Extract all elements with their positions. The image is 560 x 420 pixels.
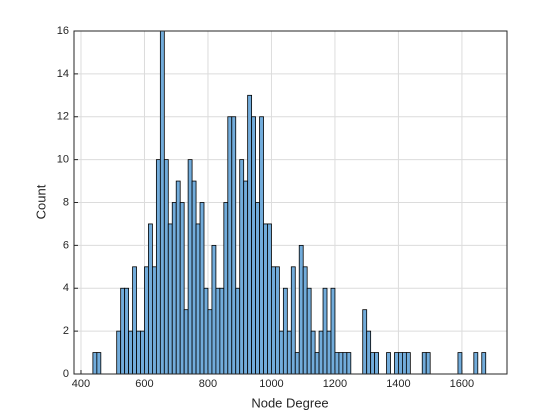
y-tick-label: 0 bbox=[63, 368, 69, 380]
bar bbox=[366, 330, 372, 375]
x-tick-label: 1600 bbox=[450, 378, 474, 390]
bar bbox=[152, 266, 157, 375]
x-tick-label: 600 bbox=[135, 378, 153, 390]
bar bbox=[278, 330, 284, 375]
y-tick-label: 12 bbox=[57, 111, 69, 123]
bar bbox=[136, 330, 141, 375]
y-tick-label: 10 bbox=[57, 154, 69, 166]
x-tick-label: 800 bbox=[199, 378, 217, 390]
bar bbox=[306, 287, 312, 375]
bar bbox=[120, 287, 126, 375]
y-tick-label: 4 bbox=[63, 282, 69, 294]
bar bbox=[405, 352, 411, 375]
bar bbox=[235, 287, 241, 375]
bar bbox=[457, 352, 463, 375]
bar bbox=[144, 266, 149, 375]
bar bbox=[473, 352, 479, 375]
bar bbox=[215, 287, 221, 375]
y-tick-label: 2 bbox=[63, 325, 69, 337]
bar bbox=[247, 94, 253, 375]
y-tick-label: 16 bbox=[57, 25, 69, 37]
bar bbox=[374, 352, 379, 375]
bar bbox=[167, 223, 173, 375]
bar bbox=[179, 202, 185, 375]
bar bbox=[183, 309, 189, 375]
bar bbox=[191, 180, 197, 375]
bar bbox=[211, 244, 217, 375]
bar bbox=[243, 180, 249, 375]
bar bbox=[132, 266, 137, 375]
grid bbox=[74, 30, 507, 375]
bar bbox=[116, 330, 122, 375]
x-tick-label: 1400 bbox=[386, 378, 410, 390]
bar bbox=[425, 352, 431, 375]
y-tick-label: 6 bbox=[63, 239, 69, 251]
bar bbox=[286, 330, 292, 375]
bar bbox=[346, 352, 352, 375]
y-tick-label: 8 bbox=[63, 196, 69, 208]
bar bbox=[155, 159, 161, 375]
bar bbox=[259, 116, 264, 375]
x-tick-label: 1000 bbox=[259, 378, 283, 390]
bar bbox=[275, 266, 280, 375]
bar bbox=[140, 330, 145, 375]
bar bbox=[370, 352, 376, 375]
bar bbox=[195, 223, 201, 375]
bar bbox=[219, 287, 225, 375]
bar bbox=[318, 330, 324, 375]
bar bbox=[421, 352, 427, 375]
bar bbox=[175, 180, 181, 375]
bar bbox=[481, 352, 487, 375]
bar bbox=[302, 266, 308, 375]
x-tick-label: 400 bbox=[72, 378, 90, 390]
bar bbox=[187, 159, 193, 375]
bar bbox=[394, 352, 399, 375]
bar bbox=[338, 352, 344, 375]
bar bbox=[334, 352, 340, 375]
bar bbox=[362, 309, 368, 375]
bar bbox=[148, 223, 153, 375]
bar bbox=[398, 352, 403, 375]
bar bbox=[159, 30, 165, 375]
bar bbox=[263, 223, 268, 375]
bar bbox=[251, 116, 256, 375]
bar bbox=[290, 266, 296, 375]
bar bbox=[330, 287, 336, 375]
bar bbox=[231, 116, 237, 375]
bar bbox=[171, 202, 177, 375]
bar bbox=[402, 352, 407, 375]
bar bbox=[314, 352, 320, 375]
bar bbox=[342, 352, 348, 375]
bar bbox=[92, 352, 98, 375]
bar bbox=[96, 352, 102, 375]
bar bbox=[271, 266, 276, 375]
bar bbox=[223, 202, 229, 375]
bar bbox=[255, 202, 260, 375]
bar bbox=[207, 309, 213, 375]
bar bbox=[124, 287, 130, 375]
bar bbox=[326, 330, 332, 375]
x-axis-label: Node Degree bbox=[251, 395, 328, 410]
bar bbox=[282, 287, 288, 375]
y-tick-label: 14 bbox=[57, 68, 69, 80]
bar bbox=[203, 287, 209, 375]
bar bbox=[267, 223, 272, 375]
bar bbox=[298, 244, 304, 375]
bar bbox=[199, 202, 205, 375]
x-tick-label: 1200 bbox=[323, 378, 347, 390]
y-axis-label: Count bbox=[33, 184, 48, 219]
bar bbox=[386, 352, 391, 375]
bar bbox=[294, 352, 300, 375]
bar bbox=[322, 287, 328, 375]
bar bbox=[239, 159, 245, 375]
bar bbox=[128, 330, 133, 375]
bar bbox=[163, 159, 169, 375]
bar bbox=[227, 116, 233, 375]
bar bbox=[310, 330, 316, 375]
